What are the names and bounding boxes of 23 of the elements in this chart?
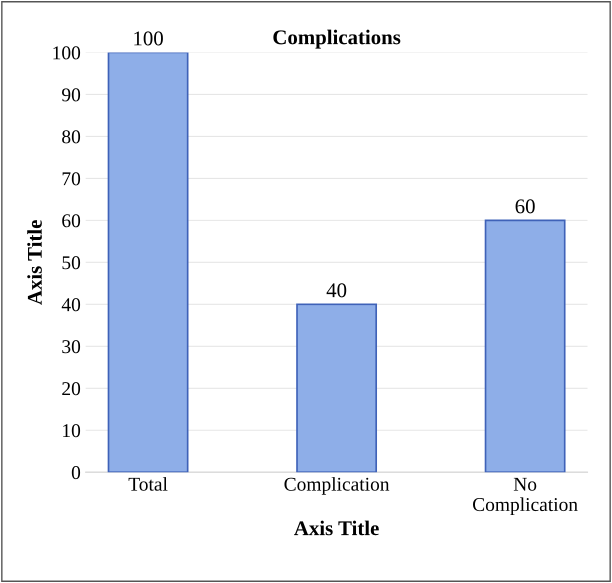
y-tick-label: 70 [62,172,80,186]
x-tick-label: No Complication [472,478,578,516]
bar [108,52,189,472]
y-tick-label: 10 [63,424,80,438]
x-tick-label: Complication [284,477,390,495]
y-tick-label: 50 [62,256,80,270]
chart-title: Complications [273,30,400,49]
y-tick-label: 30 [62,340,80,354]
data-label: 40 [326,283,346,298]
bar [296,303,378,472]
x-tick-label: Total [128,477,168,491]
x-axis-title: Axis Title [294,520,379,536]
y-tick-label: 20 [62,382,80,396]
data-label: 60 [516,199,535,214]
y-tick-label: 0 [72,466,80,480]
y-tick-label: 40 [62,298,80,312]
data-label: 100 [134,31,163,46]
y-tick-label: 100 [53,46,80,60]
y-tick-label: 60 [62,214,80,228]
y-tick-label: 80 [62,130,80,144]
y-tick-label: 90 [62,88,80,102]
bar [484,220,566,472]
y-axis-title: Axis Title [27,220,42,305]
